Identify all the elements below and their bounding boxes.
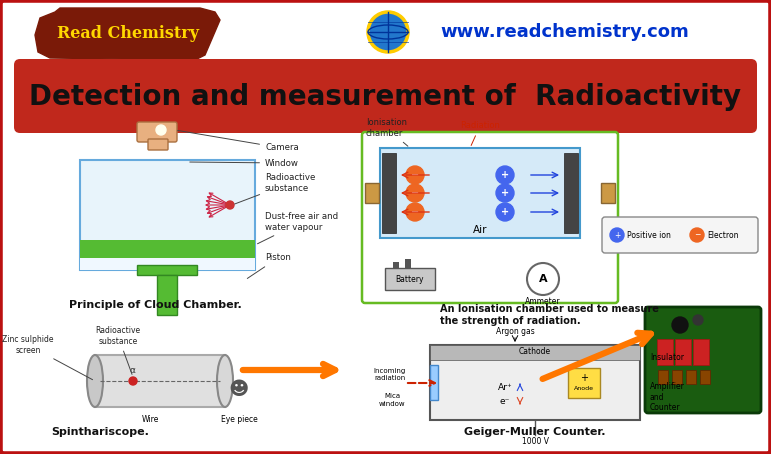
- FancyBboxPatch shape: [686, 370, 696, 384]
- Ellipse shape: [87, 355, 103, 407]
- Text: ☻: ☻: [229, 380, 249, 399]
- FancyBboxPatch shape: [645, 307, 761, 413]
- Text: −: −: [411, 207, 419, 217]
- Text: Geiger-Muller Counter.: Geiger-Muller Counter.: [464, 427, 606, 437]
- Text: −: −: [694, 231, 700, 240]
- Text: Ar⁺: Ar⁺: [498, 383, 512, 391]
- Circle shape: [406, 184, 424, 202]
- Bar: [80, 160, 255, 270]
- Ellipse shape: [217, 355, 233, 407]
- Text: Anode: Anode: [574, 385, 594, 390]
- FancyBboxPatch shape: [568, 368, 600, 398]
- Text: Cathode: Cathode: [519, 347, 551, 356]
- Bar: [430, 365, 438, 400]
- Text: e⁻: e⁻: [500, 398, 510, 406]
- Text: +: +: [501, 170, 509, 180]
- FancyBboxPatch shape: [148, 139, 168, 150]
- Circle shape: [610, 228, 624, 242]
- Bar: [380, 148, 580, 238]
- Text: +: +: [614, 231, 620, 240]
- Circle shape: [527, 263, 559, 295]
- Text: +: +: [501, 207, 509, 217]
- Bar: [80, 258, 255, 270]
- Bar: [382, 153, 396, 233]
- Circle shape: [406, 166, 424, 184]
- Text: Read Chemistry: Read Chemistry: [57, 25, 199, 43]
- Text: −: −: [411, 170, 419, 180]
- Bar: [430, 345, 640, 360]
- Bar: [430, 345, 640, 420]
- Bar: [137, 265, 197, 275]
- Text: Spinthariscope.: Spinthariscope.: [51, 427, 149, 437]
- Text: Ammeter: Ammeter: [525, 296, 561, 306]
- Circle shape: [129, 377, 137, 385]
- Circle shape: [496, 166, 514, 184]
- Text: −: −: [411, 188, 419, 198]
- Text: Ionisation
chamber: Ionisation chamber: [366, 118, 408, 146]
- Circle shape: [690, 228, 704, 242]
- Text: Camera: Camera: [178, 130, 298, 153]
- Bar: [157, 275, 177, 315]
- Circle shape: [368, 12, 408, 52]
- Text: Electron: Electron: [707, 231, 739, 240]
- Text: 1000 V: 1000 V: [521, 438, 548, 446]
- Text: Zinc sulphide
screen: Zinc sulphide screen: [2, 336, 93, 380]
- FancyBboxPatch shape: [137, 122, 177, 142]
- Text: Amplifier
and
Counter: Amplifier and Counter: [650, 382, 685, 412]
- Circle shape: [156, 125, 166, 135]
- Bar: [385, 268, 435, 290]
- Text: An Ionisation chamber used to measure
the strength of radiation.: An Ionisation chamber used to measure th…: [440, 304, 659, 326]
- Text: +: +: [580, 373, 588, 383]
- FancyBboxPatch shape: [700, 370, 710, 384]
- Circle shape: [672, 317, 688, 333]
- Bar: [95, 355, 225, 407]
- FancyBboxPatch shape: [657, 339, 673, 365]
- Text: Wire: Wire: [141, 415, 159, 424]
- Text: Dust-free air and
water vapour: Dust-free air and water vapour: [258, 212, 338, 244]
- Polygon shape: [35, 8, 220, 60]
- Text: Positive ion: Positive ion: [627, 231, 671, 240]
- Text: A: A: [539, 274, 547, 284]
- Text: Radiation: Radiation: [460, 122, 500, 145]
- Circle shape: [496, 184, 514, 202]
- Circle shape: [693, 315, 703, 325]
- Text: Radioactive
substance: Radioactive substance: [96, 326, 140, 375]
- FancyBboxPatch shape: [658, 370, 668, 384]
- Text: Detection and measurement of  Radioactivity: Detection and measurement of Radioactivi…: [29, 83, 741, 111]
- Text: www.readchemistry.com: www.readchemistry.com: [440, 23, 689, 41]
- Bar: [393, 262, 399, 268]
- Text: Radioactive
substance: Radioactive substance: [234, 173, 315, 204]
- FancyBboxPatch shape: [14, 59, 757, 133]
- Bar: [80, 240, 255, 258]
- Text: Air: Air: [473, 225, 487, 235]
- Text: Insulator: Insulator: [650, 352, 684, 361]
- Bar: [405, 259, 411, 268]
- FancyBboxPatch shape: [675, 339, 691, 365]
- FancyBboxPatch shape: [693, 339, 709, 365]
- Text: Principle of Cloud Chamber.: Principle of Cloud Chamber.: [69, 300, 241, 310]
- Circle shape: [406, 203, 424, 221]
- Bar: [564, 153, 578, 233]
- Text: Battery: Battery: [396, 275, 424, 283]
- Circle shape: [226, 201, 234, 209]
- Text: Eye piece: Eye piece: [221, 415, 258, 424]
- Text: Incoming
radiation: Incoming radiation: [374, 369, 406, 381]
- Bar: [601, 183, 615, 203]
- Text: Mica
window: Mica window: [379, 394, 406, 406]
- Circle shape: [496, 203, 514, 221]
- FancyBboxPatch shape: [602, 217, 758, 253]
- Text: Window: Window: [190, 158, 299, 168]
- Text: Argon gas: Argon gas: [496, 326, 534, 336]
- Text: α: α: [129, 366, 135, 375]
- Text: +: +: [501, 188, 509, 198]
- Text: Piston: Piston: [247, 253, 291, 278]
- FancyBboxPatch shape: [672, 370, 682, 384]
- Bar: [365, 183, 379, 203]
